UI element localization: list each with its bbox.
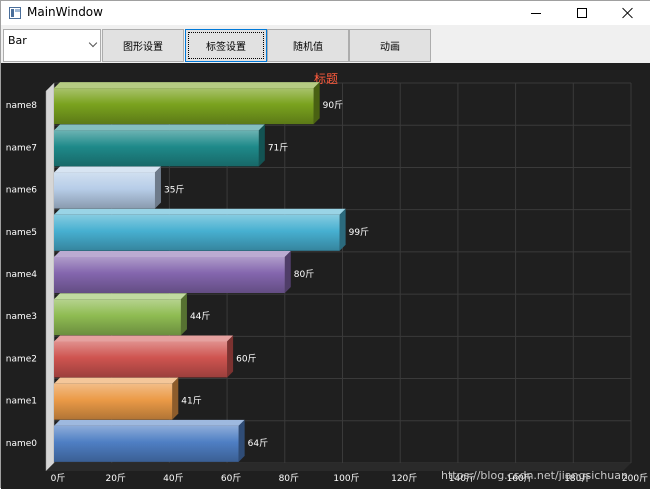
category-label-name1: name1 (6, 397, 37, 407)
x-tick-label-4: 80斤 (279, 473, 299, 484)
bar-side-name5 (339, 208, 346, 251)
bar-side-name8 (313, 82, 320, 125)
bar-top-name4 (54, 251, 291, 257)
value-label-name4: 80斤 (294, 269, 314, 280)
category-label-name7: name7 (6, 143, 37, 153)
x-tick-label-9: 180斤 (564, 473, 590, 484)
x-tick-label-0: 0斤 (51, 473, 66, 484)
chart-type-combo[interactable]: Bar (3, 29, 101, 62)
bar-chart-canvas: 标题 64斤 name0 41斤 name1 60斤 name2 44斤 name3 80斤 nam… (6, 72, 648, 484)
title-bar: MainWindow (1, 1, 650, 25)
chevron-down-icon[interactable] (88, 38, 98, 48)
value-label-name1: 41斤 (181, 396, 201, 407)
category-label-name8: name8 (6, 101, 38, 111)
category-label-name4: name4 (6, 270, 38, 280)
bar-side-name2 (227, 335, 234, 378)
value-label-name7: 71斤 (268, 142, 288, 153)
bar-top-name6 (54, 166, 161, 173)
value-label-name6: 35斤 (164, 185, 184, 196)
bar-name7 (54, 130, 259, 167)
bar-top-name1 (54, 377, 179, 384)
x-tick-label-8: 160斤 (507, 473, 533, 484)
window-title: MainWindow (27, 5, 103, 19)
graph-settings-button[interactable]: 图形设置 (102, 29, 184, 62)
bar-name1 (54, 383, 173, 420)
bar-top-name5 (54, 208, 346, 215)
value-label-name8: 90斤 (323, 100, 343, 111)
bar-side-name6 (154, 166, 161, 209)
minimize-icon (531, 12, 541, 14)
bar-side-name1 (172, 377, 179, 420)
bar-name6 (54, 172, 155, 209)
chart-title: 标题 (314, 72, 338, 86)
random-value-button[interactable]: 随机值 (267, 29, 349, 62)
bar-name8 (54, 88, 314, 125)
x-axis-floor (46, 463, 631, 471)
bar-top-name0 (54, 419, 245, 426)
app-window-icon (9, 7, 21, 19)
value-label-name5: 99斤 (349, 227, 369, 238)
category-label-name5: name5 (6, 228, 37, 238)
bar-top-name8 (54, 82, 320, 89)
x-tick-label-7: 140斤 (449, 473, 475, 484)
y-axis-wall (45, 82, 55, 472)
animation-button[interactable]: 动画 (349, 29, 431, 62)
close-icon (622, 7, 634, 19)
bar-side-name7 (258, 124, 265, 167)
bar-top-name7 (54, 124, 265, 131)
minimize-button[interactable] (513, 1, 559, 25)
value-label-name0: 64斤 (248, 438, 268, 449)
value-label-name2: 60斤 (236, 353, 256, 364)
category-label-name2: name2 (6, 354, 37, 364)
category-label-name0: name0 (6, 439, 38, 449)
value-label-name3: 44斤 (190, 311, 210, 322)
bar-name0 (54, 425, 239, 462)
bar-top-name3 (54, 293, 187, 300)
bar-name5 (54, 214, 340, 251)
chart-type-value: Bar (8, 34, 27, 47)
category-label-name6: name6 (6, 186, 38, 196)
bar-side-name4 (284, 251, 291, 293)
x-tick-label-3: 60斤 (221, 473, 241, 484)
category-label-name3: name3 (6, 312, 37, 322)
bar-side-name3 (180, 293, 187, 336)
bar-top-name2 (54, 335, 234, 342)
bar-chart: 标题 64斤 name0 41斤 name1 60斤 name2 44斤 name3 80斤 nam… (1, 63, 650, 489)
x-tick-label-6: 120斤 (391, 473, 417, 484)
maximize-icon (577, 8, 587, 18)
toolbar: Bar 图形设置 标签设置 随机值 动画 (1, 25, 650, 63)
bar-name4 (54, 257, 285, 293)
x-tick-label-5: 100斤 (333, 473, 359, 484)
x-tick-label-2: 40斤 (163, 473, 183, 484)
watermark: https://blog.csdn.net/jiangsichuan (441, 469, 628, 482)
close-button[interactable] (605, 1, 650, 25)
maximize-button[interactable] (559, 1, 605, 25)
bar-name2 (54, 341, 228, 378)
bar-side-name0 (238, 419, 245, 462)
bar-name3 (54, 299, 181, 336)
x-tick-label-1: 20斤 (105, 473, 125, 484)
label-settings-button[interactable]: 标签设置 (185, 29, 267, 62)
x-tick-label-10: 200斤 (622, 473, 648, 484)
